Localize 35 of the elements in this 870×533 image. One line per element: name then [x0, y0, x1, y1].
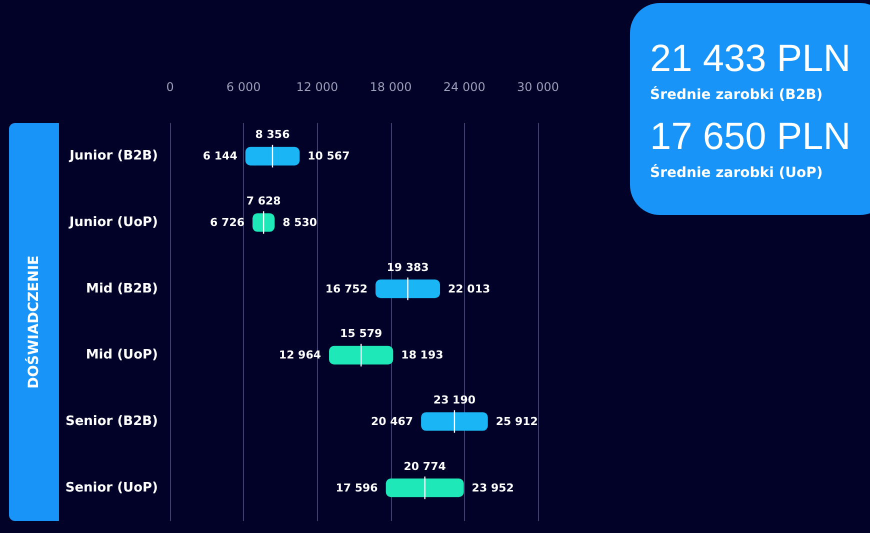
annotation: 7 628: [246, 194, 281, 208]
annotation: 10 567: [308, 150, 350, 163]
annotation: 6 144: [202, 150, 238, 163]
x-tick-label: 24 000: [443, 80, 486, 94]
x-tick-label: 30 000: [517, 80, 559, 94]
y-tick-label: Mid (B2B): [86, 281, 158, 296]
annotation: 25 912: [496, 415, 538, 428]
y-tick-label: Senior (UoP): [65, 480, 158, 496]
y-tick-label: Senior (B2B): [65, 414, 158, 429]
y-tick-label: Junior (UoP): [68, 215, 158, 230]
annotation: 15 579: [340, 327, 382, 340]
annotation: 8 530: [282, 216, 318, 229]
x-tick-label: 18 000: [370, 80, 412, 94]
x-tick-label: 6 000: [226, 80, 261, 94]
y-tick-label: Junior (B2B): [68, 148, 158, 164]
annotation: 23 952: [472, 481, 514, 494]
x-tick-label: 12 000: [296, 80, 338, 94]
text: Średnie zarobki (B2B): [650, 86, 823, 103]
annotation: 20 774: [404, 460, 446, 473]
x-tick-label: 0: [166, 80, 174, 94]
annotation: 12 964: [278, 348, 322, 362]
text: Średnie zarobki (UoP): [650, 164, 823, 181]
annotation: 16 752: [325, 282, 368, 296]
annotation: 6 726: [210, 216, 245, 229]
annotation: 19 383: [386, 260, 429, 274]
annotation: 18 193: [401, 348, 444, 362]
annotation: 8 356: [255, 128, 290, 142]
annotation: 23 190: [433, 394, 476, 406]
y-axis-title: DOŚWIADCZENIE: [25, 255, 42, 389]
y-tick-label: Mid (UoP): [86, 348, 158, 363]
annotation: 17 596: [336, 481, 378, 494]
annotation: 20 467: [370, 415, 414, 428]
text: 21 433 PLN: [650, 38, 851, 80]
annotation: 22 013: [448, 282, 490, 296]
text: 17 650 PLN: [650, 116, 851, 158]
